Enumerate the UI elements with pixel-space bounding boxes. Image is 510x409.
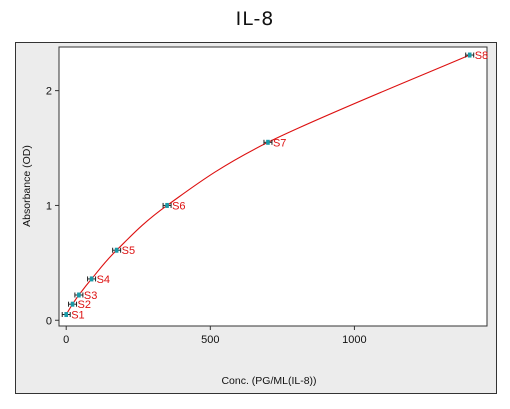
point-marker [77, 292, 81, 298]
point-label: S7 [273, 137, 286, 149]
data-point: S2 [68, 299, 91, 311]
point-marker [114, 247, 119, 253]
point-marker [266, 139, 270, 145]
data-point: S6 [162, 200, 186, 212]
point-label: S8 [475, 50, 488, 62]
y-tick-label: 0 [46, 315, 52, 327]
data-point: S3 [74, 290, 97, 302]
data-point: S4 [87, 274, 110, 286]
data-point: S1 [61, 310, 85, 322]
x-axis-label: Conc. (PG/ML(IL-8)) [221, 375, 316, 387]
x-tick-label: 0 [63, 334, 69, 346]
axes: 0 500 1000 0 1 2 [46, 86, 367, 346]
point-label: S5 [122, 245, 135, 257]
x-tick-label: 1000 [342, 334, 366, 346]
data-point: S8 [465, 50, 488, 62]
x-tick-label: 500 [201, 334, 219, 346]
data-point: S7 [263, 137, 286, 149]
point-label: S2 [78, 299, 91, 311]
y-axis-label: Absorbance (OD) [21, 145, 33, 227]
point-label: S4 [97, 274, 110, 286]
y-tick-label: 2 [46, 86, 52, 98]
point-marker [64, 312, 69, 318]
point-marker [467, 52, 472, 58]
y-tick-label: 1 [46, 200, 52, 212]
point-marker [89, 276, 94, 282]
chart-title: IL-8 [235, 8, 275, 30]
point-marker [165, 202, 169, 208]
point-label: S3 [84, 290, 97, 302]
data-point: S5 [112, 245, 135, 257]
plot-area [58, 46, 488, 327]
point-marker [70, 301, 75, 307]
point-label: S6 [172, 200, 185, 212]
point-label: S1 [71, 310, 84, 322]
